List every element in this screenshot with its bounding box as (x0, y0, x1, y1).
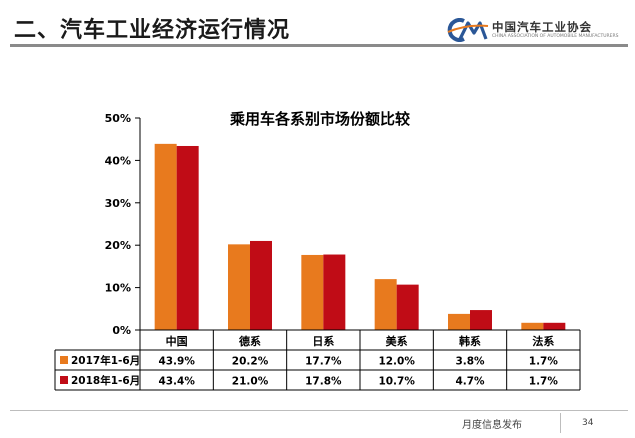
y-tick-label: 30% (105, 197, 131, 210)
data-value-label: 3.8% (455, 356, 485, 368)
slide-title: 二、汽车工业经济运行情况 (14, 18, 291, 43)
data-value-label: 10.7% (378, 376, 415, 388)
y-tick-label: 20% (105, 239, 131, 252)
bar-series-2018 (176, 145, 199, 330)
data-value-label: 43.4% (158, 376, 195, 388)
data-value-label: 21.0% (232, 376, 269, 388)
bar-series-2017 (448, 313, 470, 330)
logo-text-en: CHINA ASSOCIATION OF AUTOMOBILE MANUFACT… (492, 34, 619, 39)
page-number: 34 (582, 418, 594, 428)
category-label: 中国 (166, 334, 188, 348)
footer-separator (560, 413, 561, 433)
y-tick-label: 50% (105, 112, 131, 125)
bar-series-2017 (374, 279, 397, 330)
bar-series-2018 (323, 254, 346, 330)
data-value-label: 1.7% (529, 356, 559, 368)
data-value-label: 17.8% (305, 376, 342, 388)
logo-text-zh: 中国汽车工业协会 (492, 20, 592, 34)
data-value-label: 20.2% (232, 356, 269, 368)
bar-series-2017 (228, 244, 250, 330)
legend-label: 2018年1-6月 (71, 374, 140, 387)
y-tick-label: 0% (112, 324, 131, 337)
bar-series-2017 (301, 254, 324, 330)
chart-title: 乘用车各系别市场份额比较 (229, 110, 410, 128)
data-value-label: 43.9% (158, 356, 195, 368)
caam-logo-icon (447, 18, 489, 42)
bar-series-2018 (470, 310, 492, 330)
chart-axes: 0% 10% 20% 30% 40% 50% (105, 112, 141, 337)
header-divider (10, 44, 628, 47)
chart-bars (154, 143, 566, 330)
data-value-label: 4.7% (455, 376, 485, 388)
category-label: 美系 (386, 334, 408, 348)
bar-series-2018 (543, 322, 566, 330)
footer-text: 月度信息发布 (462, 420, 522, 431)
category-label: 法系 (532, 334, 554, 348)
legend-key-2017 (60, 356, 68, 364)
category-label: 韩系 (459, 334, 481, 348)
category-label: 德系 (238, 334, 261, 348)
data-value-label: 12.0% (378, 356, 415, 368)
bar-series-2017 (521, 322, 544, 330)
y-tick-label: 40% (105, 154, 131, 167)
bar-series-2017 (154, 143, 177, 330)
y-tick-label: 10% (105, 282, 131, 295)
caam-logo: 中国汽车工业协会 CHINA ASSOCIATION OF AUTOMOBILE… (444, 18, 630, 42)
chart-data-table: 中国 德系 日系 美系 韩系 法系 2017年1-6月 43.9% 20.2% 17.7% 12.0… (54, 329, 581, 391)
category-label: 日系 (312, 334, 334, 348)
footer-divider (10, 410, 628, 411)
bar-series-2018 (250, 240, 272, 330)
data-value-label: 1.7% (529, 376, 559, 388)
data-value-label: 17.7% (305, 356, 342, 368)
bar-series-2018 (396, 284, 419, 330)
legend-label: 2017年1-6月 (71, 354, 140, 367)
legend-key-2018 (60, 376, 68, 384)
